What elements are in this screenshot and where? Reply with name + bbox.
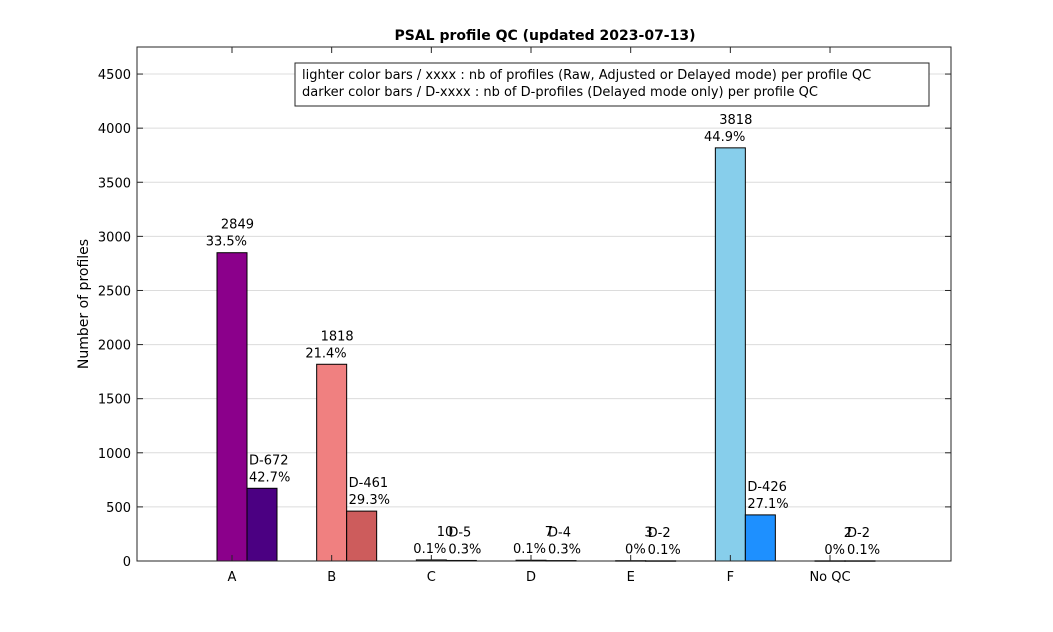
x-tick-label: A [228,570,237,585]
bar-d-profiles [744,514,776,562]
y-tick-label: 4000 [98,122,131,137]
data-label-count: 7 [545,525,553,540]
bar-all-profiles [714,147,746,562]
bar-d-profiles [246,487,278,562]
data-label-d-count: D-5 [448,525,471,540]
data-label-d-count: D-461 [349,476,389,491]
x-tick-label: No QC [809,570,850,585]
y-tick-label: 3000 [98,230,131,245]
data-label-percent: 21.4% [305,346,346,361]
data-label-d-percent: 0.1% [847,543,880,558]
data-label-d-percent: 42.7% [249,470,290,485]
grid [137,73,951,508]
data-label-d-count: D-426 [747,480,787,495]
legend-entry-1: lighter color bars / xxxx : nb of profil… [302,68,871,83]
data-label-d-percent: 29.3% [349,493,390,508]
data-label-percent: 0.1% [413,542,446,557]
data-label-count: 2 [844,526,852,541]
ticks: 0 500 1000 1500 2000 2500 3000 3500 4000 4500 A B C D… [98,47,951,585]
y-tick-label: 500 [106,501,131,516]
data-label-d-count: D-672 [249,453,289,468]
bar-all-profiles [316,363,348,562]
y-tick-label: 1000 [98,447,131,462]
x-tick-label: C [427,570,436,585]
data-label-count: 3 [644,526,652,541]
bar-d-profiles [346,510,378,562]
y-tick-label: 0 [123,555,131,570]
y-tick-label: 3500 [98,176,131,191]
chart-title: PSAL profile QC (updated 2023-07-13) [395,28,696,44]
data-label-count: 3818 [719,113,752,128]
data-label-d-percent: 27.1% [747,497,788,512]
data-label-percent: 33.5% [206,235,247,250]
data-label-d-percent: 0.3% [548,543,581,558]
bars [216,147,876,562]
x-tick-label: E [627,570,635,585]
data-label-percent: 0% [824,543,845,558]
legend-entry-2: darker color bars / D-xxxx : nb of D-pro… [302,85,818,100]
y-axis-label: Number of profiles [76,239,92,369]
data-label-percent: 0.1% [513,542,546,557]
data-label-d-count: D-2 [648,526,671,541]
legend-box [294,62,930,107]
data-label-d-count: D-4 [548,526,571,541]
data-labels: 2849 33.5% D-672 42.7% 1818 21.4% D-461 29.3% 10… [206,113,880,558]
bar-all-profiles [216,252,248,562]
data-label-percent: 44.9% [704,130,745,145]
data-label-count: 2849 [221,218,254,233]
legend: lighter color bars / xxxx : nb of profil… [294,62,930,107]
y-tick-label: 1500 [98,393,131,408]
x-tick-label: B [327,570,336,585]
y-tick-label: 4500 [98,68,131,83]
y-tick-label: 2000 [98,339,131,354]
plot-frame [136,46,952,562]
y-tick-label: 2500 [98,284,131,299]
data-label-d-percent: 0.1% [648,543,681,558]
x-tick-label: F [727,570,734,585]
data-label-count: 10 [437,525,454,540]
x-tick-label: D [526,570,536,585]
data-label-count: 1818 [321,329,354,344]
data-label-d-count: D-2 [847,526,870,541]
data-label-percent: 0% [625,543,646,558]
data-label-d-percent: 0.3% [448,542,481,557]
